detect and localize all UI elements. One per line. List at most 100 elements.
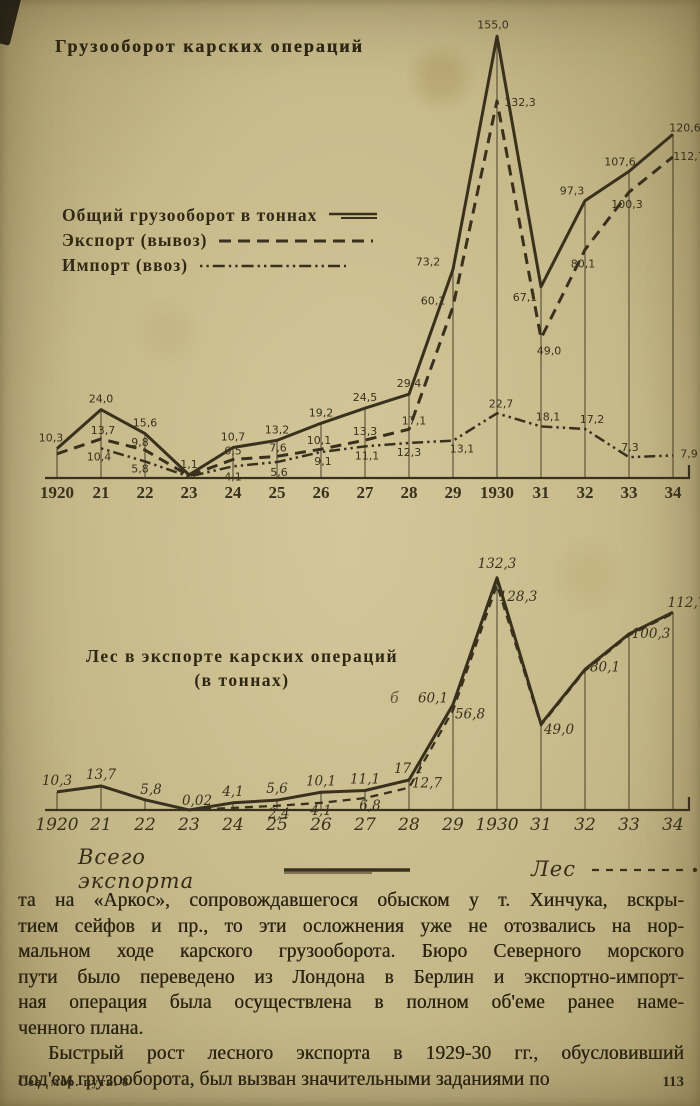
dashed-line-sample-icon	[592, 867, 698, 873]
year-label: 23	[181, 483, 198, 502]
year-label: 23	[177, 815, 200, 835]
point-label: 4,1	[221, 784, 243, 800]
point-label: 13,7	[86, 767, 116, 783]
year-label: 34	[662, 815, 684, 835]
text-line: ная операция была осуществлена в полном …	[18, 992, 684, 1013]
point-label: 24,5	[353, 391, 378, 404]
solid-line-sample-icon	[284, 868, 411, 874]
point-label: 11,1	[350, 772, 380, 788]
point-label: 7,9	[680, 447, 698, 460]
legend-item-export: Экспорт (вывоз)	[62, 228, 379, 253]
year-label: 24	[221, 815, 244, 835]
point-label: 120,6	[669, 121, 700, 134]
year-label: 1920	[40, 483, 74, 502]
point-label: 10,1	[307, 434, 332, 447]
chart2-plot: 10,3 13,7 5,8 0,02 4,1 5,6 10,1 11,1 17,1 60,1 132…	[35, 556, 700, 835]
year-label: 34	[665, 483, 683, 502]
point-label: 24,0	[89, 393, 114, 406]
legend-label-total: Общий грузооборот в тоннах	[62, 205, 318, 225]
point-label: 10,3	[39, 432, 64, 445]
point-label: 112,7	[668, 595, 700, 611]
point-label: 7,6	[269, 441, 287, 454]
point-label: 10,3	[42, 773, 72, 789]
year-label: 21	[89, 815, 112, 835]
year-label: 33	[618, 815, 640, 835]
point-label: 18,1	[536, 410, 561, 423]
x-axis	[45, 797, 691, 812]
point-label: 22,7	[489, 397, 514, 410]
series-line-2	[100, 412, 674, 478]
point-label: 4,1	[224, 470, 242, 483]
point-label: 17,1	[394, 761, 424, 777]
point-label: 100,3	[632, 626, 671, 642]
stray-ink-mark: б	[390, 688, 399, 707]
point-label: 13,3	[353, 425, 378, 438]
year-label: 24	[225, 483, 243, 502]
point-label: 10,4	[87, 450, 112, 463]
dashdot-line-sample-icon	[200, 264, 347, 267]
point-label: 60,1	[418, 691, 448, 707]
point-label: 12,7	[412, 776, 442, 792]
point-label: 10,7	[221, 431, 246, 444]
point-label: 15,6	[133, 417, 158, 430]
legend-item-timber: Лес	[531, 857, 700, 881]
text-line: тием сейфов и пр., то эти осложнения уже…	[18, 915, 684, 937]
point-label: 5,6	[266, 781, 288, 797]
point-label: 80,1	[590, 659, 620, 675]
year-label: 28	[397, 815, 420, 835]
point-label: 112,7	[673, 150, 700, 163]
point-label: 17,2	[580, 413, 605, 426]
point-label: 5,8	[131, 462, 149, 475]
year-label: 29	[441, 815, 464, 835]
point-label: 80,1	[571, 258, 596, 271]
chart2-legend: Всего экспорта Лес	[78, 845, 700, 893]
year-label: 26	[313, 483, 330, 502]
point-label: 13,1	[450, 443, 475, 456]
year-label: 1930	[480, 483, 514, 502]
point-label: 0,02	[182, 793, 212, 809]
point-label: 17,1	[402, 414, 427, 427]
legend-label-export: Экспорт (вывоз)	[62, 230, 208, 250]
text-line: та на «Аркос», сопровождавшегося обыском…	[18, 890, 684, 911]
point-label: 60,1	[421, 295, 446, 308]
year-label: 33	[621, 483, 638, 502]
point-label: 6,8	[359, 798, 381, 814]
year-label: 27	[353, 815, 376, 835]
point-label: 5,8	[140, 782, 162, 798]
year-label: 1920	[35, 815, 78, 835]
text-line: Быстрый рост лесного экспорта в 1929-30 …	[48, 1043, 684, 1064]
year-label: 32	[577, 483, 594, 502]
year-label: 29	[445, 483, 462, 502]
year-label: 25	[265, 815, 288, 835]
year-label: 21	[93, 483, 110, 502]
series-line-1	[56, 99, 674, 478]
year-label: 22	[133, 815, 156, 835]
point-label: 2,4	[267, 806, 289, 822]
point-label: 1,1	[180, 458, 198, 471]
dashed-line-sample-icon	[219, 239, 374, 242]
point-label: 56,8	[455, 706, 485, 722]
year-label: 28	[401, 483, 418, 502]
year-label: 22	[137, 483, 154, 502]
point-label: 29,4	[397, 377, 422, 390]
page-number: 113	[662, 1074, 684, 1090]
text-line: под'ем грузооборота, был вызван значител…	[18, 1068, 550, 1090]
year-label: 32	[574, 815, 596, 835]
year-label: 31	[530, 815, 552, 835]
point-label: 132,3	[478, 556, 517, 572]
text-line: ченного плана.	[18, 1017, 144, 1039]
point-label: 13,2	[265, 423, 290, 436]
point-label: 67,1	[513, 291, 538, 304]
point-label: 13,7	[91, 424, 116, 437]
year-label: 1930	[475, 815, 518, 835]
point-label: 10,1	[306, 773, 336, 789]
legend-label-import: Импорт (ввоз)	[62, 255, 189, 275]
point-label: 155,0	[477, 18, 509, 31]
point-label: 12,3	[397, 446, 422, 459]
legend-label-total-export: Всего экспорта	[78, 845, 195, 893]
series-line-0	[56, 34, 674, 477]
legend-item-total-export: Всего экспорта	[78, 845, 411, 893]
point-label: 97,3	[560, 185, 585, 198]
point-label: 49,0	[543, 722, 574, 738]
